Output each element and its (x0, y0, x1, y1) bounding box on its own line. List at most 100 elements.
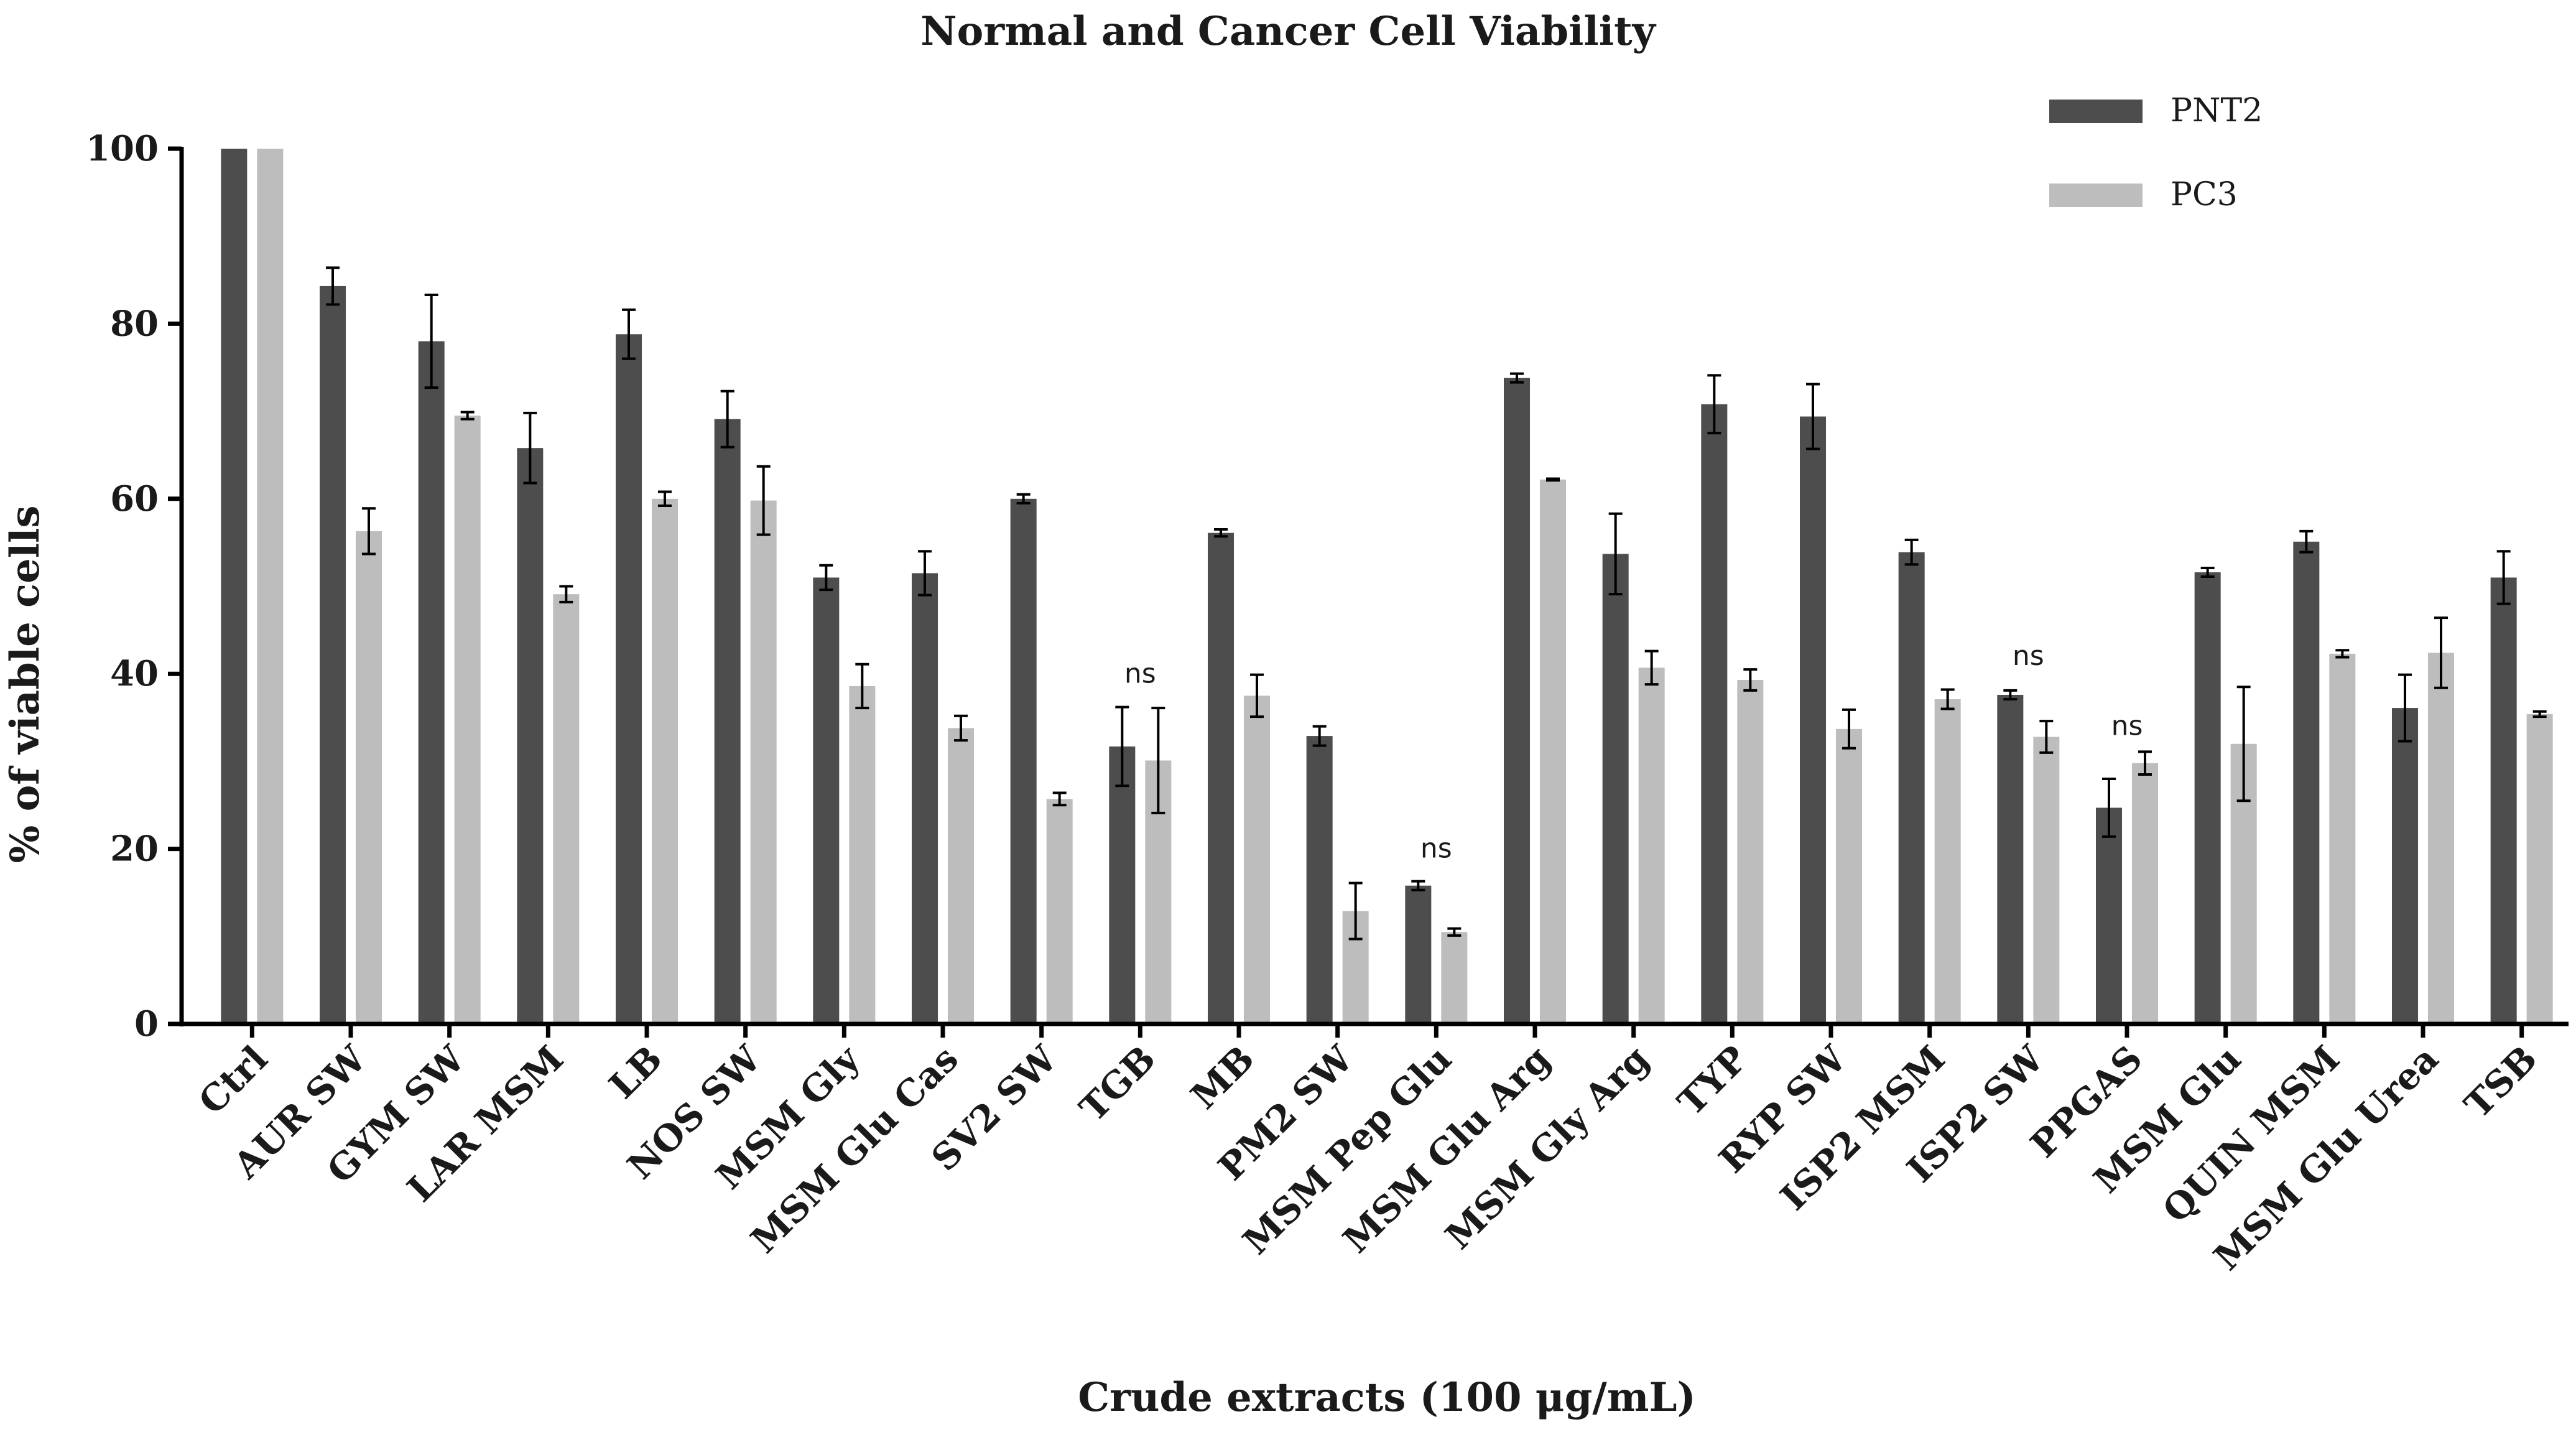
ns-annotation-ppgas: ns (2111, 710, 2143, 742)
error-bar-pnt2-aur-sw (326, 266, 340, 306)
bar-pc3-ryp-sw (1836, 728, 1862, 1024)
error-bar-pnt2-lar-msm (523, 411, 537, 485)
error-bar-pc3-typ (1743, 668, 1758, 692)
legend-label-pc3: PC3 (2171, 176, 2238, 213)
bar-pnt2-gym-sw (418, 341, 445, 1024)
x-tick-label-lb: LB (601, 1038, 670, 1107)
annotations: ns ns ns ns (1124, 640, 2143, 865)
bar-pnt2-tgb (1109, 746, 1136, 1024)
bar-pc3-lar-msm (553, 594, 580, 1024)
error-bar-pnt2-pm2-sw (1312, 725, 1327, 747)
bar-pc3-nos-sw (750, 500, 777, 1024)
error-bar-pc3-gym-sw (460, 411, 475, 421)
error-bar-pnt2-mb (1214, 528, 1228, 538)
bar-pc3-mb (1244, 695, 1270, 1024)
error-bar-pnt2-msm-pep-glu (1411, 880, 1425, 891)
bar-pc3-aur-sw (356, 531, 382, 1024)
bar-pnt2-msm-pep-glu (1405, 885, 1432, 1024)
bar-pnt2-msm-gly (813, 577, 840, 1024)
bar-pc3-gym-sw (454, 416, 481, 1024)
legend-label-pnt2: PNT2 (2171, 92, 2263, 129)
y-tick-label: 60 (110, 478, 159, 519)
bar-pnt2-isp2-msm (1898, 552, 1925, 1024)
ns-annotation-msm-pep-glu: ns (1420, 833, 1452, 865)
bar-pnt2-msm-glu-urea (2392, 708, 2418, 1024)
x-axis-label: Crude extracts (100 μg/mL) (1078, 1374, 1696, 1421)
error-bar-pc3-msm-glu (2236, 686, 2251, 802)
bar-pnt2-nos-sw (714, 419, 741, 1024)
y-tick-label: 0 (134, 1003, 159, 1044)
error-bar-pnt2-tgb (1115, 705, 1129, 788)
error-bar-pc3-tgb (1151, 707, 1165, 814)
legend-swatch-pc3 (2049, 184, 2143, 207)
bar-pnt2-msm-glu-cas (912, 573, 938, 1024)
error-bar-pnt2-sv2-sw (1016, 493, 1031, 505)
bar-pc3-isp2-msm (1934, 699, 1961, 1024)
chart-title: Normal and Cancer Cell Viability (920, 8, 1656, 55)
bar-pnt2-ryp-sw (1800, 416, 1826, 1024)
bar-pnt2-msm-gly-arg (1602, 554, 1629, 1024)
bar-pc3-msm-glu-cas (948, 728, 974, 1024)
legend: PNT2 PC3 (2049, 92, 2263, 213)
error-bar-pnt2-ryp-sw (1806, 383, 1820, 450)
error-bar-pc3-msm-glu-cas (954, 714, 968, 742)
bar-pnt2-typ (1701, 404, 1728, 1024)
error-bar-pnt2-msm-glu-arg (1510, 372, 1524, 384)
error-bar-pc3-quin-msm (2335, 649, 2350, 659)
error-bar-pc3-msm-pep-glu (1447, 927, 1462, 937)
bar-pnt2-quin-msm (2293, 541, 2320, 1024)
error-bar-pnt2-msm-glu-urea (2398, 673, 2412, 743)
y-tick-label: 20 (110, 829, 159, 870)
error-bar-pc3-sv2-sw (1052, 791, 1067, 807)
error-bar-pnt2-isp2-sw (2003, 689, 2018, 701)
x-tick-label-mb: MB (1183, 1038, 1263, 1117)
error-bar-pnt2-lb (622, 308, 636, 360)
error-bar-pnt2-isp2-msm (1904, 538, 1919, 566)
error-bar-pc3-isp2-msm (1940, 688, 1955, 710)
bar-pc3-sv2-sw (1046, 799, 1073, 1024)
bar-pc3-msm-gly-arg (1638, 667, 1665, 1024)
y-axis-ticks: 0 20 40 60 80 100 (86, 128, 182, 1044)
error-bars (326, 266, 2547, 941)
y-tick-label: 100 (86, 128, 159, 169)
error-bar-pc3-msm-gly-arg (1644, 649, 1659, 686)
y-axis-label: % of viable cells (2, 506, 49, 863)
bar-pc3-msm-glu-urea (2428, 653, 2454, 1024)
legend-swatch-pnt2 (2049, 100, 2143, 123)
error-bar-pnt2-msm-glu (2200, 566, 2215, 579)
error-bar-pnt2-ppgas (2102, 778, 2116, 838)
error-bar-pc3-lb (658, 490, 672, 508)
bar-pc3-lb (652, 498, 678, 1024)
error-bar-pnt2-msm-glu-cas (918, 550, 932, 597)
bars (221, 149, 2553, 1025)
bar-pnt2-mb (1208, 532, 1234, 1024)
bar-pc3-msm-pep-glu (1441, 932, 1468, 1024)
ns-annotation-isp2-sw: ns (2013, 640, 2044, 672)
error-bar-pnt2-nos-sw (720, 389, 734, 449)
x-tick-label-ctrl: Ctrl (190, 1038, 276, 1123)
error-bar-pc3-msm-glu-urea (2434, 616, 2448, 689)
bar-pnt2-sv2-sw (1010, 498, 1037, 1024)
error-bar-pnt2-msm-gly (819, 564, 833, 592)
bar-pc3-msm-glu-arg (1540, 479, 1566, 1024)
bar-pnt2-msm-glu-arg (1504, 378, 1530, 1024)
error-bar-pnt2-tsb (2496, 550, 2511, 605)
bar-pc3-typ (1737, 680, 1764, 1024)
error-bar-pnt2-gym-sw (424, 293, 438, 389)
error-bar-pc3-mb (1250, 673, 1264, 718)
error-bar-pc3-tsb (2532, 710, 2547, 718)
bar-pnt2-isp2-sw (1997, 694, 2024, 1024)
error-bar-pc3-ryp-sw (1842, 708, 1856, 750)
error-bar-pc3-msm-gly (855, 663, 869, 710)
bar-pnt2-aur-sw (320, 286, 346, 1025)
bar-pc3-isp2-sw (2033, 737, 2060, 1024)
error-bar-pc3-pm2-sw (1348, 881, 1363, 941)
error-bar-pc3-nos-sw (756, 465, 771, 536)
bar-pc3-ppgas (2132, 763, 2158, 1024)
bar-pc3-ctrl (257, 149, 284, 1024)
x-tick-label-tsb: TSB (2457, 1038, 2546, 1127)
bar-pc3-msm-gly (849, 686, 876, 1024)
error-bar-pnt2-quin-msm (2299, 529, 2314, 554)
